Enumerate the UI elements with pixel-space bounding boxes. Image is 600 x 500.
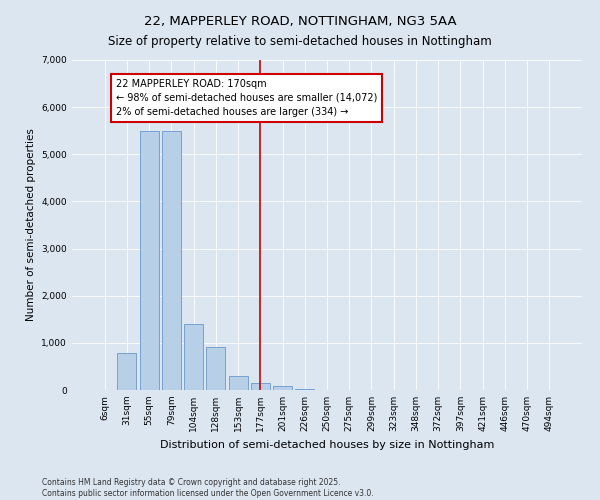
Bar bbox=[118, 353, 136, 390]
Bar bbox=[295, 388, 314, 390]
X-axis label: Distribution of semi-detached houses by size in Nottingham: Distribution of semi-detached houses by … bbox=[160, 440, 494, 450]
Text: Contains HM Land Registry data © Crown copyright and database right 2025.
Contai: Contains HM Land Registry data © Crown c… bbox=[42, 478, 374, 498]
Bar bbox=[184, 324, 203, 390]
Bar bbox=[229, 376, 248, 390]
Bar bbox=[273, 386, 292, 390]
Y-axis label: Number of semi-detached properties: Number of semi-detached properties bbox=[26, 128, 36, 322]
Bar bbox=[140, 130, 158, 390]
Text: Size of property relative to semi-detached houses in Nottingham: Size of property relative to semi-detach… bbox=[108, 35, 492, 48]
Bar bbox=[206, 346, 225, 390]
Text: 22, MAPPERLEY ROAD, NOTTINGHAM, NG3 5AA: 22, MAPPERLEY ROAD, NOTTINGHAM, NG3 5AA bbox=[143, 15, 457, 28]
Text: 22 MAPPERLEY ROAD: 170sqm
← 98% of semi-detached houses are smaller (14,072)
2% : 22 MAPPERLEY ROAD: 170sqm ← 98% of semi-… bbox=[116, 79, 377, 117]
Bar bbox=[162, 130, 181, 390]
Bar bbox=[251, 383, 270, 390]
